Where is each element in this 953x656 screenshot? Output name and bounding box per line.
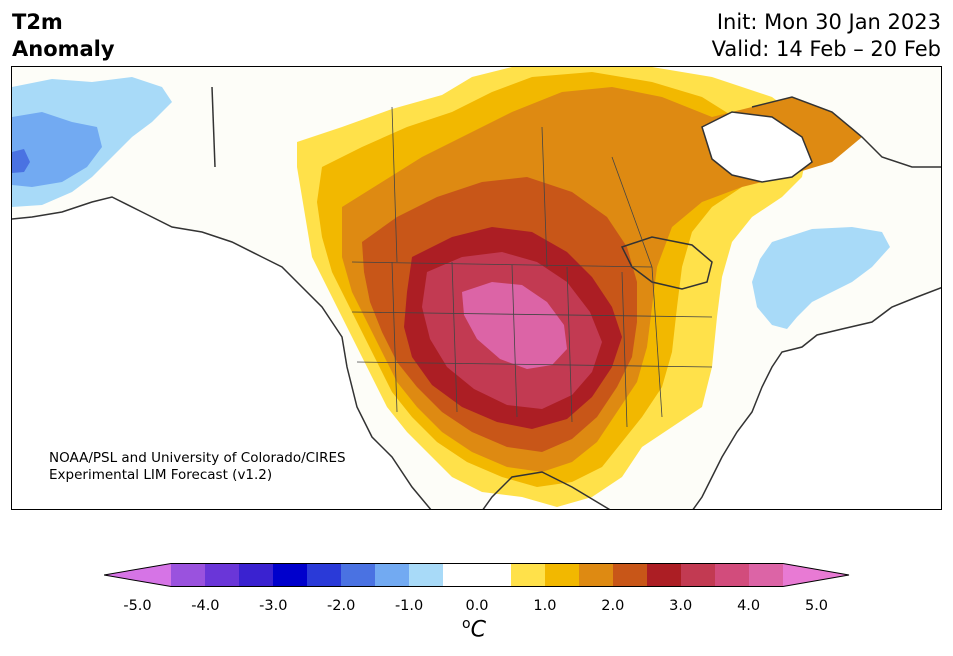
date-info: Init: Mon 30 Jan 2023 Valid: 14 Feb – 20… bbox=[712, 9, 941, 63]
colorbar-cell bbox=[171, 563, 206, 587]
valid-range: Valid: 14 Feb – 20 Feb bbox=[711, 37, 941, 61]
credit-line-1: NOAA/PSL and University of Colorado/CIRE… bbox=[49, 450, 346, 466]
colorbar-cell bbox=[749, 563, 784, 587]
anomaly-map bbox=[12, 67, 941, 509]
colorbar-tick-label: 1.0 bbox=[533, 598, 557, 614]
colorbar-tick-label: -3.0 bbox=[259, 598, 288, 614]
credit-line-2: Experimental LIM Forecast (v1.2) bbox=[49, 467, 273, 483]
colorbar-cell bbox=[647, 563, 682, 587]
map-panel bbox=[11, 66, 942, 510]
colorbar-tick-label: 4.0 bbox=[737, 598, 761, 614]
colorbar-cell bbox=[579, 563, 614, 587]
colorbar-cell bbox=[613, 563, 648, 587]
colorbar-ticks: -5.0 -4.0 -3.0 -2.0 -1.0 0.0 1.0 2.0 3.0 4.0 5.0 bbox=[0, 598, 953, 618]
colorbar-tick-label: 5.0 bbox=[804, 598, 829, 614]
colorbar-cell bbox=[443, 563, 478, 587]
colorbar-cell bbox=[307, 563, 342, 587]
colorbar-cell bbox=[545, 563, 580, 587]
colorbar-cell bbox=[511, 563, 546, 587]
colorbar-outline bbox=[104, 563, 850, 587]
state-borders bbox=[351, 106, 713, 428]
colorbar-tick-label: 0.0 bbox=[465, 598, 489, 614]
colorbar-tick-label: -1.0 bbox=[394, 598, 424, 614]
colorbar-unit: oC bbox=[462, 616, 486, 642]
cool-anomaly-alaska-deep bbox=[12, 149, 30, 173]
unit-letter: C bbox=[470, 617, 486, 643]
neutral-hudson bbox=[702, 112, 812, 182]
colorbar bbox=[104, 563, 850, 587]
colorbar-tick-label: -5.0 bbox=[123, 598, 152, 614]
colorbar-cell bbox=[715, 563, 750, 587]
colorbar-cell bbox=[205, 563, 240, 587]
colorbar-cell bbox=[477, 563, 512, 587]
colorbar-extend-high bbox=[783, 563, 849, 587]
colorbar-extend-low bbox=[104, 563, 171, 587]
credit-text: NOAA/PSL and University of Colorado/CIRE… bbox=[49, 450, 346, 484]
colorbar-cells bbox=[104, 563, 849, 587]
colorbar-cell bbox=[409, 563, 444, 587]
anomaly-4-5c bbox=[462, 282, 567, 369]
cool-anomaly-alaska-core bbox=[12, 112, 102, 187]
colorbar-tick-label: -2.0 bbox=[327, 598, 356, 614]
colorbar-tick-label: -4.0 bbox=[191, 598, 220, 614]
colorbar-cell bbox=[375, 563, 410, 587]
title-line-1: T2m bbox=[12, 10, 63, 34]
colorbar-cell bbox=[239, 563, 274, 587]
colorbar-cell bbox=[681, 563, 716, 587]
colorbar-cell bbox=[341, 563, 376, 587]
colorbar-cell bbox=[273, 563, 308, 587]
colorbar-tick-label: 3.0 bbox=[669, 598, 693, 614]
boundaries bbox=[12, 86, 941, 509]
unit-degree: o bbox=[462, 616, 471, 632]
map-title: T2m Anomaly bbox=[12, 9, 115, 63]
cool-anomaly-east bbox=[752, 227, 890, 329]
colorbar-tick-label: 2.0 bbox=[601, 598, 625, 614]
init-date: Init: Mon 30 Jan 2023 bbox=[716, 10, 941, 34]
title-line-2: Anomaly bbox=[12, 37, 115, 61]
